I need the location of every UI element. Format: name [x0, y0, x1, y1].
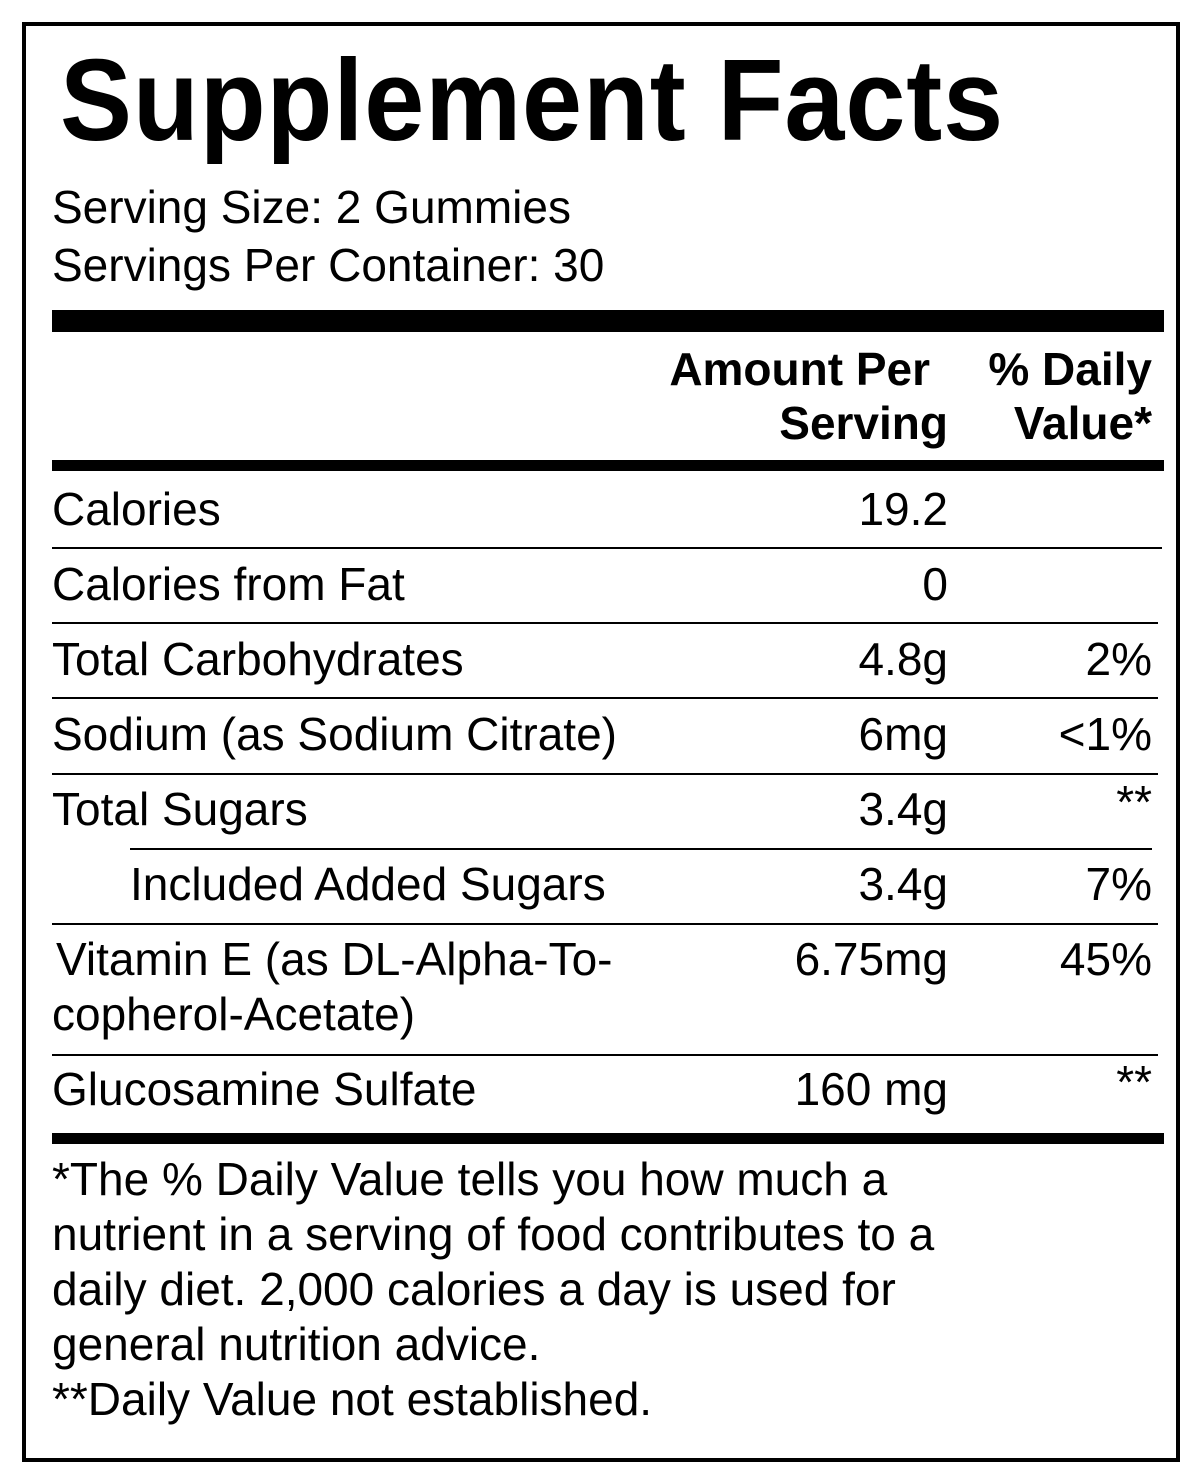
footnote-line: general nutrition advice.	[52, 1318, 541, 1370]
footnote-line: *The % Daily Value tells you how much a	[52, 1153, 888, 1205]
row-dv: <1%	[1058, 708, 1152, 760]
row-amount: 6mg	[858, 708, 948, 760]
label-border	[22, 22, 1180, 1462]
row-dv: 2%	[1085, 633, 1152, 685]
header-dv-line2: Value*	[1013, 397, 1152, 449]
row-amount: 3.4g	[858, 783, 948, 835]
row-name-line2: copherol-Acetate)	[52, 988, 416, 1040]
row-amount: 3.4g	[858, 858, 948, 910]
row-dv: **	[1116, 776, 1152, 828]
row-amount: 19.2	[858, 483, 948, 535]
row-dv: 45%	[1059, 933, 1152, 985]
header-amount-line2: Serving	[779, 397, 948, 449]
row-name: Vitamin E (as DL-Alpha-To-	[56, 933, 613, 985]
row-divider	[52, 697, 1158, 699]
row-name: Calories	[52, 483, 221, 535]
header-dv-line1: % Daily	[988, 343, 1152, 395]
row-name: Total Sugars	[52, 783, 308, 835]
label-title: Supplement Facts	[60, 35, 1005, 165]
row-amount: 6.75mg	[794, 933, 948, 985]
row-name: Calories from Fat	[52, 558, 405, 610]
servings-per-container: Servings Per Container: 30	[52, 239, 605, 291]
row-dv: 7%	[1085, 858, 1152, 910]
row-divider	[130, 848, 1152, 850]
row-divider	[52, 547, 1162, 549]
medium-divider	[52, 1133, 1164, 1144]
row-name-indented: Included Added Sugars	[130, 858, 606, 910]
footnote-line: **Daily Value not established.	[52, 1373, 653, 1425]
row-divider	[52, 923, 1158, 925]
row-divider	[52, 773, 1158, 775]
row-name: Sodium (as Sodium Citrate)	[52, 708, 617, 760]
footnote-line: daily diet. 2,000 calories a day is used…	[52, 1263, 896, 1315]
serving-size: Serving Size: 2 Gummies	[52, 181, 571, 233]
row-name: Glucosamine Sulfate	[52, 1063, 477, 1115]
thick-divider	[52, 310, 1164, 332]
header-amount-line1: Amount Per	[669, 343, 930, 395]
row-name: Total Carbohydrates	[52, 633, 464, 685]
row-divider	[52, 1054, 1158, 1056]
row-dv: **	[1116, 1056, 1152, 1108]
row-amount: 4.8g	[858, 633, 948, 685]
row-amount: 160 mg	[794, 1063, 948, 1115]
medium-divider	[52, 460, 1164, 471]
row-amount: 0	[922, 558, 948, 610]
footnote-line: nutrient in a serving of food contribute…	[52, 1208, 935, 1260]
row-divider	[52, 622, 1158, 624]
